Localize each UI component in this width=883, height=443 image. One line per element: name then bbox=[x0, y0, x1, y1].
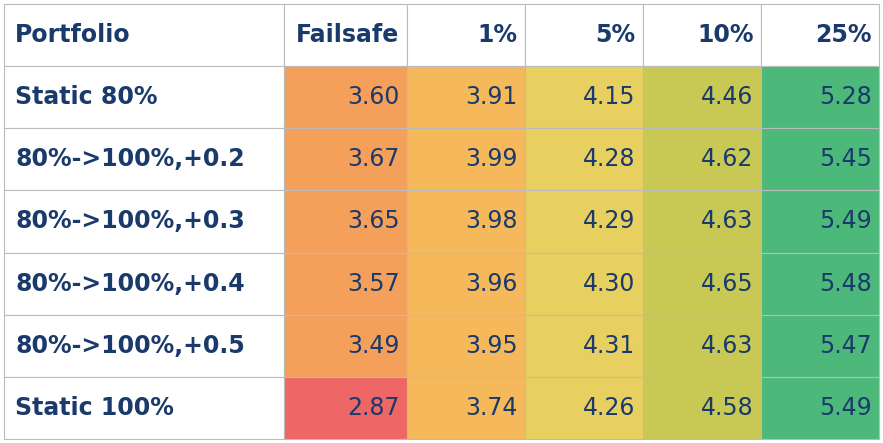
Text: 4.65: 4.65 bbox=[701, 272, 753, 295]
Bar bbox=[406, 315, 525, 377]
Text: 25%: 25% bbox=[815, 23, 872, 47]
Bar bbox=[525, 253, 643, 315]
Bar bbox=[760, 377, 879, 439]
Bar bbox=[760, 253, 879, 315]
Text: 3.98: 3.98 bbox=[465, 210, 517, 233]
Bar bbox=[760, 128, 879, 190]
Text: 3.49: 3.49 bbox=[347, 334, 399, 358]
Text: 4.15: 4.15 bbox=[583, 85, 636, 109]
Text: 5%: 5% bbox=[595, 23, 636, 47]
Bar bbox=[4, 4, 284, 66]
Text: 10%: 10% bbox=[697, 23, 753, 47]
Text: 4.31: 4.31 bbox=[584, 334, 636, 358]
Bar bbox=[760, 4, 879, 66]
Text: Portfolio: Portfolio bbox=[15, 23, 131, 47]
Bar bbox=[4, 128, 284, 190]
Bar bbox=[4, 66, 284, 128]
Text: 4.28: 4.28 bbox=[583, 148, 636, 171]
Text: 4.29: 4.29 bbox=[583, 210, 636, 233]
Bar bbox=[406, 66, 525, 128]
Text: 4.58: 4.58 bbox=[701, 396, 753, 420]
Bar bbox=[525, 190, 643, 253]
Text: 3.60: 3.60 bbox=[347, 85, 399, 109]
Bar bbox=[760, 66, 879, 128]
Bar bbox=[4, 190, 284, 253]
Bar bbox=[643, 4, 760, 66]
Bar bbox=[525, 66, 643, 128]
Bar bbox=[760, 190, 879, 253]
Bar bbox=[4, 315, 284, 377]
Text: 4.63: 4.63 bbox=[701, 210, 753, 233]
Bar bbox=[525, 4, 643, 66]
Text: 4.30: 4.30 bbox=[583, 272, 636, 295]
Bar bbox=[284, 190, 406, 253]
Text: 3.96: 3.96 bbox=[465, 272, 517, 295]
Bar bbox=[525, 128, 643, 190]
Bar bbox=[284, 4, 406, 66]
Bar bbox=[643, 190, 760, 253]
Bar bbox=[406, 4, 525, 66]
Text: 80%->100%,+0.3: 80%->100%,+0.3 bbox=[15, 210, 245, 233]
Bar bbox=[525, 315, 643, 377]
Text: 2.87: 2.87 bbox=[347, 396, 399, 420]
Text: 5.45: 5.45 bbox=[819, 148, 872, 171]
Text: 5.47: 5.47 bbox=[819, 334, 872, 358]
Bar bbox=[284, 128, 406, 190]
Bar bbox=[4, 377, 284, 439]
Text: 5.49: 5.49 bbox=[819, 396, 872, 420]
Text: 3.99: 3.99 bbox=[465, 148, 517, 171]
Bar bbox=[643, 66, 760, 128]
Bar bbox=[406, 253, 525, 315]
Text: 3.67: 3.67 bbox=[347, 148, 399, 171]
Text: Static 80%: Static 80% bbox=[15, 85, 157, 109]
Text: 3.74: 3.74 bbox=[465, 396, 517, 420]
Text: 1%: 1% bbox=[478, 23, 517, 47]
Bar bbox=[525, 377, 643, 439]
Bar bbox=[284, 377, 406, 439]
Text: 4.46: 4.46 bbox=[701, 85, 753, 109]
Bar bbox=[643, 377, 760, 439]
Text: 4.63: 4.63 bbox=[701, 334, 753, 358]
Text: 3.91: 3.91 bbox=[465, 85, 517, 109]
Bar bbox=[406, 128, 525, 190]
Bar bbox=[406, 377, 525, 439]
Text: 5.48: 5.48 bbox=[819, 272, 872, 295]
Text: Failsafe: Failsafe bbox=[296, 23, 399, 47]
Text: 5.28: 5.28 bbox=[819, 85, 872, 109]
Text: Static 100%: Static 100% bbox=[15, 396, 174, 420]
Text: 3.95: 3.95 bbox=[464, 334, 517, 358]
Bar bbox=[284, 315, 406, 377]
Bar bbox=[284, 66, 406, 128]
Bar bbox=[284, 253, 406, 315]
Text: 4.62: 4.62 bbox=[701, 148, 753, 171]
Text: 80%->100%,+0.5: 80%->100%,+0.5 bbox=[15, 334, 245, 358]
Bar bbox=[4, 253, 284, 315]
Text: 5.49: 5.49 bbox=[819, 210, 872, 233]
Text: 3.57: 3.57 bbox=[347, 272, 399, 295]
Text: 80%->100%,+0.2: 80%->100%,+0.2 bbox=[15, 148, 245, 171]
Bar bbox=[760, 315, 879, 377]
Bar bbox=[643, 315, 760, 377]
Text: 3.65: 3.65 bbox=[347, 210, 399, 233]
Text: 4.26: 4.26 bbox=[583, 396, 636, 420]
Bar bbox=[643, 253, 760, 315]
Bar bbox=[643, 128, 760, 190]
Text: 80%->100%,+0.4: 80%->100%,+0.4 bbox=[15, 272, 245, 295]
Bar bbox=[406, 190, 525, 253]
